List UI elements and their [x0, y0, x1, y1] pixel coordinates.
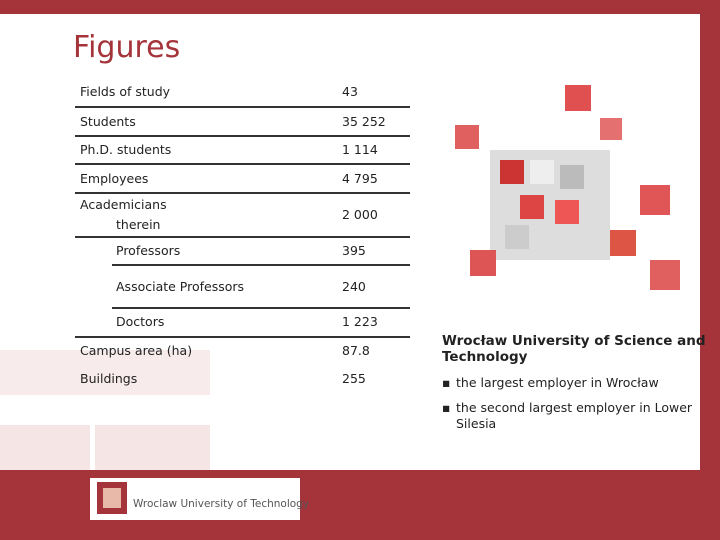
row-value: 395 [342, 243, 366, 258]
row-rule [75, 135, 410, 137]
row-label: Doctors [116, 314, 165, 329]
cube-image [455, 85, 680, 290]
row-label: Ph.D. students [80, 142, 172, 157]
bullet: ▪ the largest employer in Wrocław [442, 375, 707, 391]
bullet-text: the largest employer in Wrocław [456, 375, 659, 390]
bullet-text: the second largest employer in Lower Sil… [456, 400, 693, 431]
row-label: Academicians [80, 197, 167, 212]
row-value: 240 [342, 279, 366, 294]
row-rule [75, 192, 410, 194]
logo-text: Wroclaw University of Technology [133, 498, 310, 510]
row-label: Fields of study [80, 84, 171, 99]
row-note: therein [116, 217, 161, 232]
row-value: 87.8 [342, 343, 370, 358]
row-label: Students [80, 114, 136, 129]
row-value: 43 [342, 84, 358, 99]
row-value: 1 223 [342, 314, 378, 329]
sidebar-heading: Wrocław University of Science and Techno… [442, 333, 706, 365]
row-value: 4 795 [342, 171, 378, 186]
bullet-marker: ▪ [442, 375, 451, 390]
row-label: Professors [116, 243, 181, 258]
row-value: 1 114 [342, 142, 378, 157]
row-label: Buildings [80, 371, 138, 386]
row-value: 2 000 [342, 207, 378, 222]
title: Figures [73, 30, 181, 65]
bullet: ▪ the second largest employer in Lower Si… [442, 400, 707, 432]
bullet-marker: ▪ [442, 400, 451, 415]
row-label: Campus area (ha) [80, 343, 193, 358]
row-rule [75, 336, 410, 338]
row-rule [112, 307, 410, 309]
row-label: Associate Professors [116, 279, 245, 294]
row-value: 35 252 [342, 114, 386, 129]
row-rule [75, 106, 410, 108]
row-label: Employees [80, 171, 149, 186]
row-rule [75, 236, 410, 238]
row-rule [75, 163, 410, 165]
row-value: 255 [342, 371, 366, 386]
row-rule [112, 264, 410, 266]
